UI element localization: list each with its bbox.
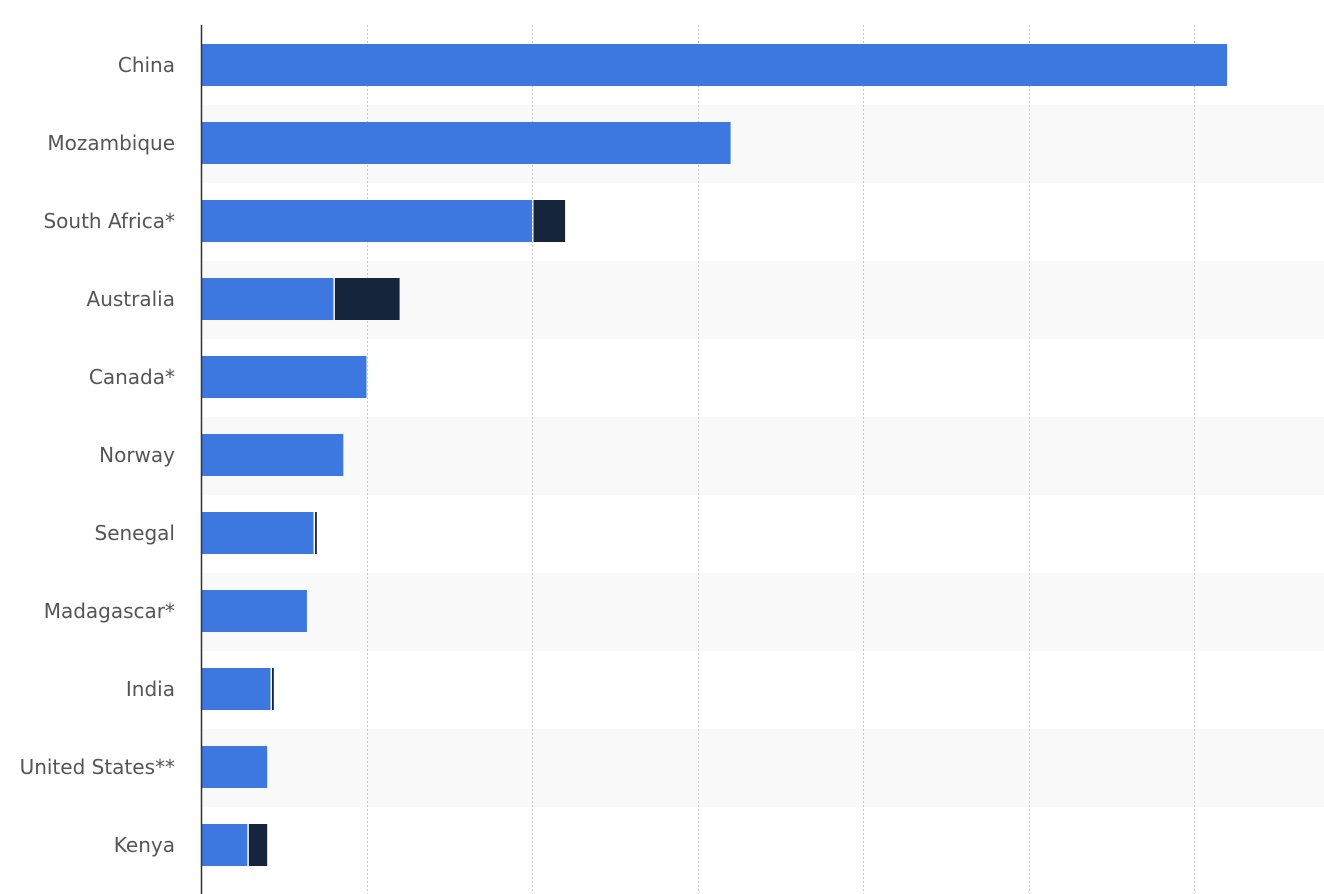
bar-segment-secondary[interactable] [248, 824, 268, 866]
bar-segment-primary[interactable] [201, 512, 314, 554]
bar-segment-primary[interactable] [201, 278, 334, 320]
row-band [201, 417, 1324, 495]
bar-segment-secondary[interactable] [334, 278, 400, 320]
bar-segment-primary[interactable] [201, 122, 731, 164]
bar-segment-primary[interactable] [201, 590, 307, 632]
row-band [201, 729, 1324, 807]
category-label: Australia [87, 287, 175, 311]
category-label: United States** [20, 755, 175, 779]
bar-segment-primary[interactable] [201, 434, 344, 476]
bar-segment-secondary[interactable] [533, 200, 566, 242]
row-band [201, 573, 1324, 651]
category-label: Mozambique [47, 131, 175, 155]
bar-segment-primary[interactable] [201, 668, 271, 710]
row-bands [201, 105, 1324, 807]
bar-segment-primary[interactable] [201, 44, 1228, 86]
bar-segment-primary[interactable] [201, 356, 367, 398]
category-label: Norway [99, 443, 175, 467]
bar-segment-primary[interactable] [201, 200, 532, 242]
bar-segment-secondary[interactable] [272, 668, 274, 710]
category-label: Canada* [89, 365, 175, 389]
category-labels: China Mozambique South Africa* Australia Can… [20, 53, 176, 857]
bar-segment-secondary[interactable] [315, 512, 317, 554]
bars [201, 44, 1228, 866]
category-label: Senegal [95, 521, 176, 545]
category-label: China [118, 53, 175, 77]
gridlines [367, 25, 1195, 894]
category-label: Kenya [114, 833, 175, 857]
bar-segment-primary[interactable] [201, 824, 248, 866]
category-label: South Africa* [43, 209, 175, 233]
category-label: Madagascar* [44, 599, 175, 623]
category-label: India [126, 677, 175, 701]
bar-segment-primary[interactable] [201, 746, 268, 788]
